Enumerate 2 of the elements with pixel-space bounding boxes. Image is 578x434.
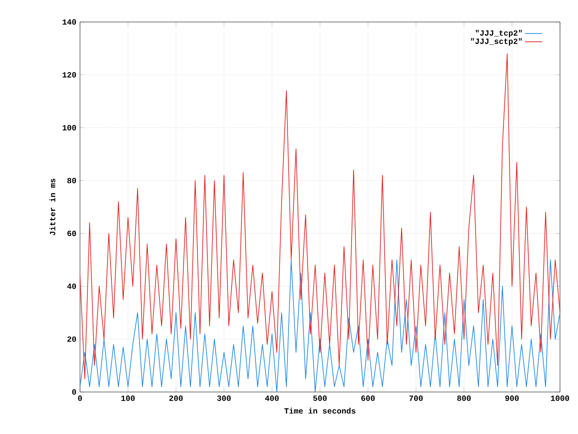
line-series bbox=[80, 53, 560, 380]
line-series bbox=[80, 260, 560, 392]
